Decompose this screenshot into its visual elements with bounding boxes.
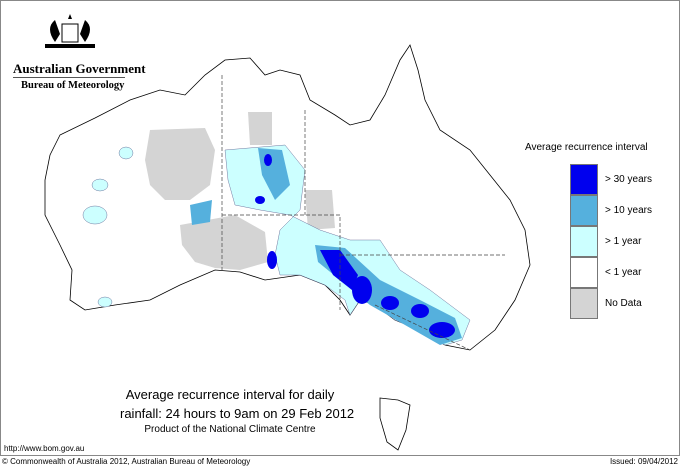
logo-divider xyxy=(13,77,125,78)
australia-map xyxy=(44,14,531,451)
legend-swatch-30y xyxy=(570,164,598,195)
coat-of-arms-icon xyxy=(45,14,95,48)
legend-label: > 1 year xyxy=(605,236,642,247)
copyright: © Commonwealth of Australia 2012, Austra… xyxy=(2,457,251,466)
logo-line2: Bureau of Meteorology xyxy=(21,80,125,91)
legend-swatch-1y xyxy=(570,226,598,257)
legend-swatch-10y xyxy=(570,195,598,226)
logo-line1: Australian Government xyxy=(13,61,146,76)
legend-swatch-lt1y xyxy=(570,257,598,288)
legend-title: Average recurrence interval xyxy=(525,142,648,153)
legend-label: No Data xyxy=(605,298,642,309)
legend-label: > 10 years xyxy=(605,205,652,216)
legend-swatch-nodata xyxy=(570,288,598,319)
state-borders xyxy=(221,75,505,351)
legend-label: < 1 year xyxy=(605,267,642,278)
legend-label: > 30 years xyxy=(605,174,652,185)
above-30-years-areas xyxy=(255,154,455,338)
url-link[interactable]: http://www.bom.gov.au xyxy=(4,444,85,453)
map-title-line1: Average recurrence interval for daily xyxy=(125,387,335,402)
no-data-areas xyxy=(145,112,335,270)
tasmania-outline xyxy=(379,397,411,451)
map-title-line2: rainfall: 24 hours to 9am on 29 Feb 2012 xyxy=(120,406,355,421)
map-subtitle: Product of the National Climate Centre xyxy=(144,424,316,435)
issued-date: Issued: 09/04/2012 xyxy=(609,457,678,466)
